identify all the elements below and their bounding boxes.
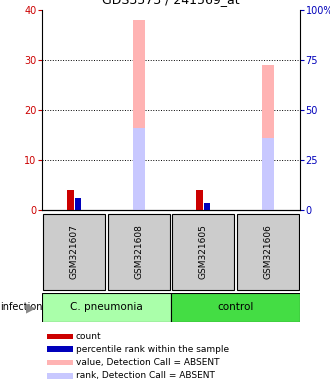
Text: ▶: ▶ xyxy=(25,301,35,314)
Bar xyxy=(133,20,145,210)
Bar xyxy=(204,202,210,210)
Bar xyxy=(67,190,74,210)
Bar xyxy=(196,190,203,210)
Bar xyxy=(75,197,81,210)
Text: GSM321606: GSM321606 xyxy=(263,225,272,280)
Text: GSM321605: GSM321605 xyxy=(199,225,208,280)
Bar xyxy=(133,127,145,210)
Text: infection: infection xyxy=(0,303,43,313)
Bar xyxy=(47,334,73,339)
Text: value, Detection Call = ABSENT: value, Detection Call = ABSENT xyxy=(76,358,219,367)
Bar xyxy=(47,360,73,366)
Bar xyxy=(262,137,274,210)
Text: GSM321608: GSM321608 xyxy=(134,225,143,280)
Bar xyxy=(47,373,73,379)
Bar xyxy=(172,214,234,290)
Text: count: count xyxy=(76,332,101,341)
Bar xyxy=(237,214,299,290)
Title: GDS3573 / 241569_at: GDS3573 / 241569_at xyxy=(102,0,240,6)
Bar xyxy=(262,65,274,210)
Text: C. pneumonia: C. pneumonia xyxy=(70,303,143,313)
Text: percentile rank within the sample: percentile rank within the sample xyxy=(76,345,229,354)
Text: control: control xyxy=(217,303,254,313)
Bar xyxy=(42,293,171,322)
Bar xyxy=(108,214,170,290)
Text: rank, Detection Call = ABSENT: rank, Detection Call = ABSENT xyxy=(76,371,214,381)
Bar xyxy=(171,293,300,322)
Bar xyxy=(47,346,73,352)
Bar xyxy=(43,214,105,290)
Text: GSM321607: GSM321607 xyxy=(70,225,79,280)
